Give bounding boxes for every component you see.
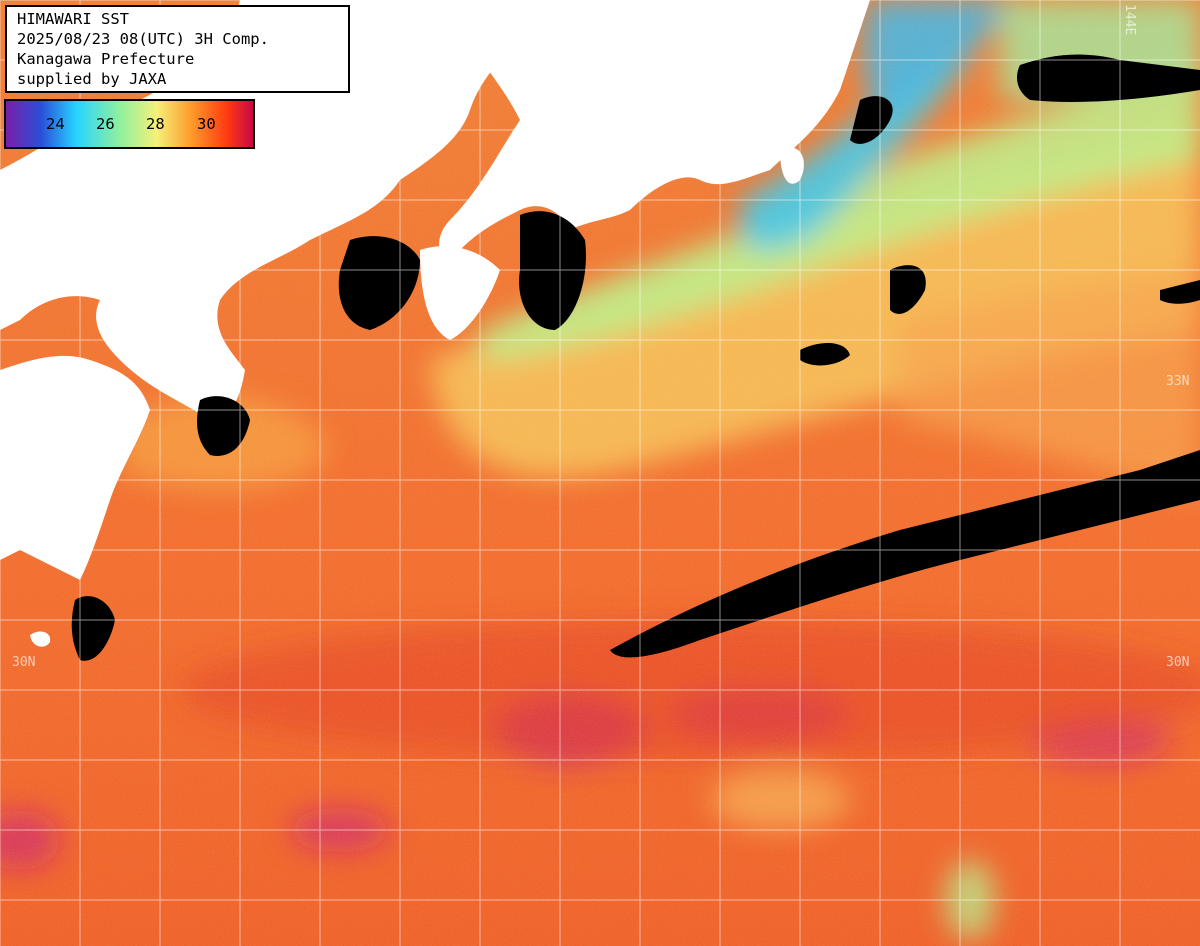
- lat-label-33-left: 33N: [12, 376, 35, 391]
- lat-label-30-right: 30N: [1166, 655, 1189, 670]
- honshu-central: [439, 0, 870, 257]
- lat-label-33-right: 33N: [1166, 374, 1189, 389]
- lon-label-136: 136E: [492, 4, 507, 35]
- lat-label-30-left: 30N: [12, 655, 35, 670]
- title-line-3: Kanagawa Prefecture: [17, 50, 195, 68]
- title-line-1: HIMAWARI SST: [17, 10, 129, 28]
- legend-tick-28: 28: [146, 115, 165, 133]
- cloud-shikoku: [197, 396, 250, 456]
- cloud-kyushu: [71, 596, 115, 661]
- legend-tick-26: 26: [96, 115, 115, 133]
- cloud-kii: [519, 211, 586, 330]
- cloud-top-right-1: [1017, 54, 1200, 102]
- title-line-2: 2025/08/23 08(UTC) 3H Comp.: [17, 30, 269, 48]
- color-scale-legend: 24 26 28 30: [4, 99, 255, 149]
- cloud-izu: [890, 265, 926, 314]
- legend-tick-30: 30: [197, 115, 216, 133]
- cloud-mid: [800, 343, 850, 366]
- cloud-band-main: [610, 450, 1200, 658]
- legend-tick-24: 24: [46, 115, 65, 133]
- boso-peninsula: [780, 147, 804, 184]
- color-scale-bar: [6, 101, 253, 147]
- lon-label-144: 144E: [1122, 4, 1137, 35]
- kyushu: [0, 355, 150, 580]
- title-line-4: supplied by JAXA: [17, 70, 167, 88]
- title-box: HIMAWARI SST 2025/08/23 08(UTC) 3H Comp.…: [5, 5, 350, 93]
- small-island-left: [30, 631, 51, 647]
- cloud-right: [1160, 280, 1200, 304]
- cloud-coast: [850, 96, 893, 144]
